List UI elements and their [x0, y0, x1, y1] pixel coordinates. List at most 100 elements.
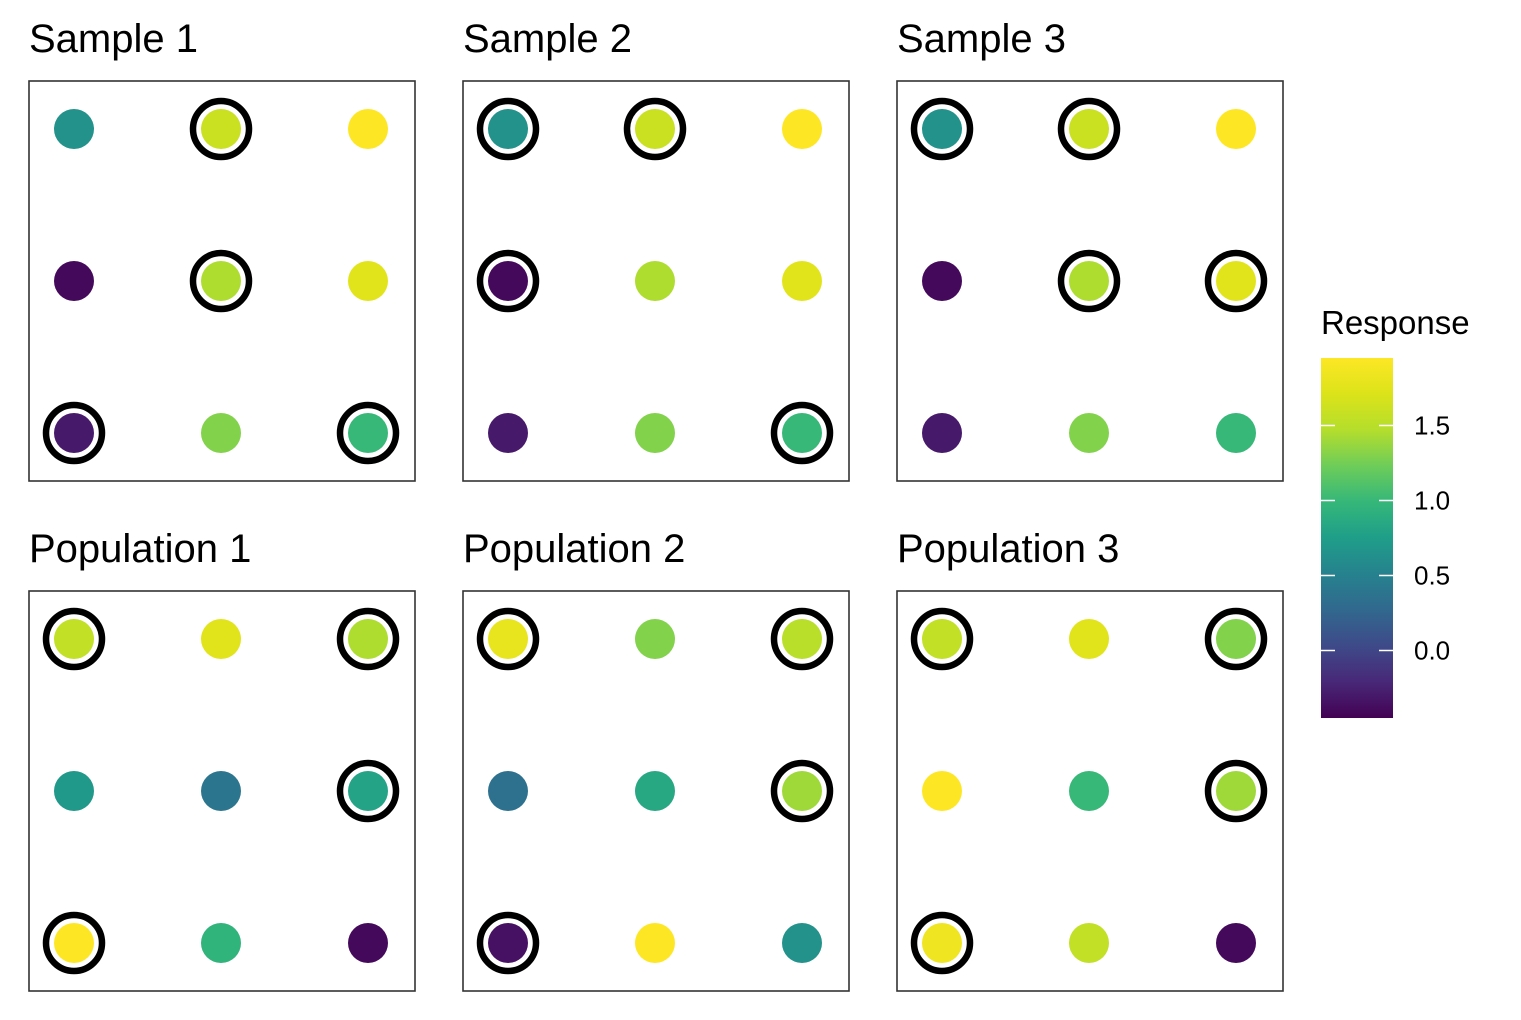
- data-point: [635, 109, 675, 149]
- data-point: [635, 619, 675, 659]
- data-point: [1216, 109, 1256, 149]
- data-point: [348, 923, 388, 963]
- highlight-ring: [476, 607, 540, 671]
- panel-border: [896, 80, 1284, 482]
- data-point: [54, 771, 94, 811]
- panel-title: Population 1: [29, 527, 251, 571]
- data-point: [201, 619, 241, 659]
- highlight-ring: [189, 249, 253, 313]
- highlight-ring: [623, 97, 687, 161]
- data-point: [1069, 771, 1109, 811]
- data-point: [348, 413, 388, 453]
- data-point: [488, 413, 528, 453]
- data-point: [201, 923, 241, 963]
- data-point: [488, 771, 528, 811]
- data-point: [1069, 619, 1109, 659]
- data-point: [922, 771, 962, 811]
- data-point: [488, 619, 528, 659]
- data-point: [922, 109, 962, 149]
- highlight-ring: [1204, 249, 1268, 313]
- data-point: [922, 413, 962, 453]
- data-point: [1069, 261, 1109, 301]
- panels-layer: Sample 1 Sample 2 Sample 3 Population 1 Popu…: [28, 17, 1284, 992]
- highlight-ring: [1057, 97, 1121, 161]
- panel-title: Sample 1: [29, 17, 198, 61]
- data-point: [635, 261, 675, 301]
- highlight-ring: [476, 249, 540, 313]
- data-point: [635, 413, 675, 453]
- data-point: [348, 771, 388, 811]
- data-point: [1069, 109, 1109, 149]
- data-point: [201, 413, 241, 453]
- highlight-ring: [336, 607, 400, 671]
- colorbar-tick-label: 0.0: [1414, 636, 1450, 666]
- highlight-ring: [476, 97, 540, 161]
- data-point: [54, 619, 94, 659]
- panel-title: Population 2: [463, 527, 685, 571]
- data-point: [782, 109, 822, 149]
- data-point: [201, 261, 241, 301]
- highlight-ring: [770, 401, 834, 465]
- data-point: [54, 261, 94, 301]
- panel: Population 1: [28, 527, 416, 992]
- data-point: [1216, 771, 1256, 811]
- data-point: [922, 619, 962, 659]
- panel: Population 2: [462, 527, 850, 992]
- data-point: [635, 771, 675, 811]
- highlight-ring: [1204, 607, 1268, 671]
- panel-border: [462, 80, 850, 482]
- data-point: [1069, 413, 1109, 453]
- panel: Sample 3: [896, 17, 1284, 482]
- highlight-ring: [770, 759, 834, 823]
- data-point: [348, 261, 388, 301]
- legend-title: Response: [1321, 304, 1470, 341]
- highlight-ring: [336, 759, 400, 823]
- data-point: [782, 771, 822, 811]
- highlight-ring: [910, 97, 974, 161]
- highlight-ring: [42, 911, 106, 975]
- data-point: [782, 261, 822, 301]
- panel-title: Sample 2: [463, 17, 632, 61]
- data-point: [782, 619, 822, 659]
- colorbar-tick-label: 1.0: [1414, 486, 1450, 516]
- colorbar: [1321, 358, 1393, 718]
- data-point: [782, 413, 822, 453]
- highlight-ring: [1204, 759, 1268, 823]
- highlight-ring: [910, 607, 974, 671]
- panel-title: Sample 3: [897, 17, 1066, 61]
- data-point: [54, 109, 94, 149]
- panel-border: [896, 590, 1284, 992]
- data-point: [782, 923, 822, 963]
- data-point: [1216, 619, 1256, 659]
- data-point: [1069, 923, 1109, 963]
- data-point: [488, 923, 528, 963]
- highlight-ring: [910, 911, 974, 975]
- data-point: [54, 923, 94, 963]
- data-point: [635, 923, 675, 963]
- panel-border: [462, 590, 850, 992]
- data-point: [488, 109, 528, 149]
- data-point: [54, 413, 94, 453]
- highlight-ring: [770, 607, 834, 671]
- highlight-ring: [42, 401, 106, 465]
- data-point: [348, 619, 388, 659]
- highlight-ring: [476, 911, 540, 975]
- highlight-ring: [42, 607, 106, 671]
- colorbar-legend: Response 0.0 0.5 1.0 1.5: [1321, 304, 1470, 718]
- data-point: [1216, 413, 1256, 453]
- highlight-ring: [189, 97, 253, 161]
- data-point: [922, 261, 962, 301]
- panel-border: [28, 590, 416, 992]
- colorbar-tick-label: 1.5: [1414, 411, 1450, 441]
- panel-border: [28, 80, 416, 482]
- highlight-ring: [1057, 249, 1121, 313]
- data-point: [488, 261, 528, 301]
- data-point: [922, 923, 962, 963]
- data-point: [1216, 261, 1256, 301]
- data-point: [201, 109, 241, 149]
- colorbar-ticks: 0.0 0.5 1.0 1.5: [1321, 411, 1450, 666]
- data-point: [1216, 923, 1256, 963]
- panel-title: Population 3: [897, 527, 1119, 571]
- panel: Sample 1: [28, 17, 416, 482]
